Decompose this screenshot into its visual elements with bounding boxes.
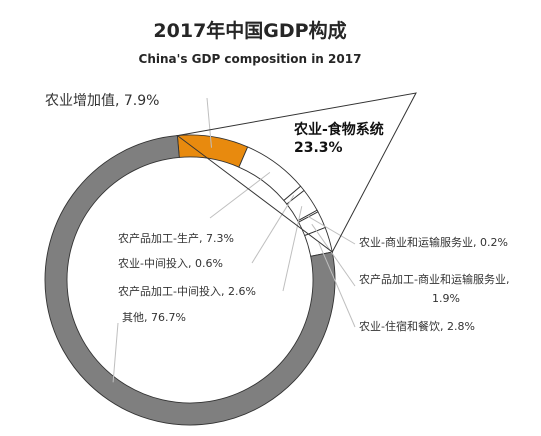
slice-label-processing-intermediate: 农产品加工-中间投入, 2.6% [118,284,256,298]
donut-slices [44,134,336,426]
food-system-callout [176,92,417,253]
slice-label-agri-value-added: 农业增加值, 7.9% [45,93,159,109]
chart-subtitle: China's GDP composition in 2017 [139,52,362,66]
slice-label-agri-intermediate: 农业-中间投入, 0.6% [118,256,223,270]
leader-line-agri-commerce-transport [307,215,356,245]
leader-line-agri-accommodation [318,242,356,328]
leader-lines [112,97,356,383]
callout-triangle [176,92,417,253]
slice-other [44,135,336,426]
leader-line-agri-intermediate [251,195,295,264]
slice-label-processing-production: 农产品加工-生产, 7.3% [118,231,234,245]
slice-label-agri-commerce-transport: 农业-商业和运输服务业, 0.2% [359,235,508,249]
slice-labels: 农业增加值, 7.9% 农产品加工-生产, 7.3% 农业-中间投入, 0.6%… [45,93,509,333]
slice-label-agri-accommodation: 农业-住宿和餐饮, 2.8% [359,319,475,333]
slice-label-processing-commerce-line2: 1.9% [432,292,460,305]
leader-line-agri-value-added [206,97,212,148]
leader-line-processing-commerce-transport [311,223,356,287]
leader-line-processing-production [209,172,271,219]
slice-label-processing-commerce-line1: 农产品加工-商业和运输服务业, [359,272,509,286]
leader-line-processing-intermediate [282,206,303,292]
callout-value: 23.3% [294,140,343,156]
callout-title: 农业-食物系统 [293,121,384,138]
slice-label-other: 其他, 76.7% [122,311,186,324]
leader-line-other [112,322,119,383]
slice-processing-production [238,146,302,202]
chart-title: 2017年中国GDP构成 [153,19,346,42]
